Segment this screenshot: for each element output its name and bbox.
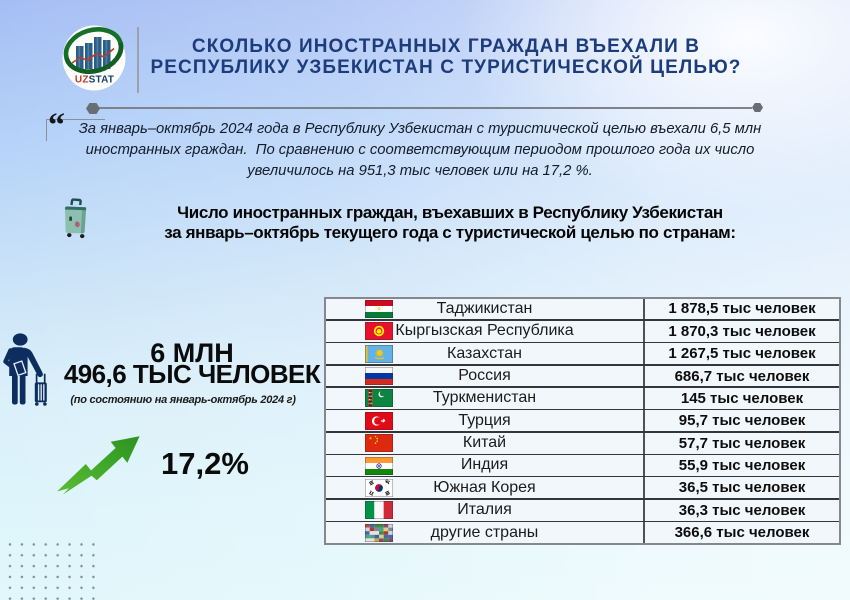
svg-text:UZSTAT: UZSTAT (75, 75, 114, 86)
